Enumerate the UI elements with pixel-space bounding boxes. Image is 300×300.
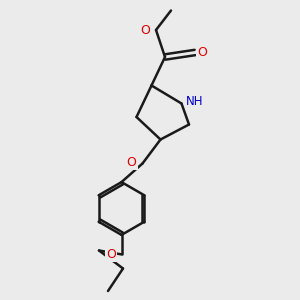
Text: O: O bbox=[198, 46, 207, 59]
Text: O: O bbox=[141, 23, 151, 37]
Text: NH: NH bbox=[186, 94, 203, 108]
Text: O: O bbox=[127, 155, 136, 169]
Text: O: O bbox=[106, 248, 116, 261]
